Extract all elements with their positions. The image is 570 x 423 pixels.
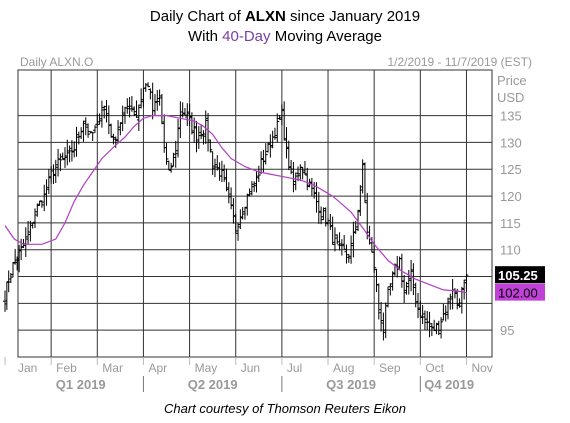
ohlc-bars [3, 82, 469, 341]
title-suffix: since January 2019 [285, 8, 421, 25]
month-label: Aug [333, 361, 354, 375]
subtitle-prefix: With [188, 28, 223, 45]
subtitle-suffix: Moving Average [270, 28, 382, 45]
chart-title-line2: With 40-Day Moving Average [0, 28, 570, 45]
quarter-label: Q2 2019 [188, 377, 238, 392]
date-range-label: 1/2/2019 - 11/7/2019 (EST) [387, 55, 532, 69]
chart-grid [4, 69, 493, 392]
month-label: Mar [102, 361, 123, 375]
symbol-label: Daily ALXN.O [20, 55, 93, 69]
title-prefix: Daily Chart of [149, 8, 245, 25]
quarter-label: Q3 2019 [326, 377, 376, 392]
plot-frame [17, 69, 493, 358]
y-tick-label: 95 [500, 323, 514, 338]
y-tick-label: 120 [500, 189, 522, 204]
y-tick-label: 115 [500, 216, 521, 231]
last-price-badge [495, 266, 545, 284]
moving-average-layer [4, 114, 467, 294]
ma-value-badge [495, 283, 545, 301]
chart-title-line1: Daily Chart of ALXN since January 2019 [0, 8, 570, 25]
y-tick-label: 130 [500, 135, 522, 150]
ma-value: 102.00 [498, 286, 538, 301]
month-label: Sep [379, 361, 401, 375]
month-label: May [195, 361, 218, 375]
last-price-value: 105.25 [498, 268, 538, 283]
chart-labels: Daily ALXN.O 1/2/2019 - 11/7/2019 (EST) Pr… [18, 55, 545, 392]
y-tick-label: 125 [500, 162, 522, 177]
title-ticker: ALXN [244, 8, 286, 25]
y-tick-label: 110 [500, 243, 521, 258]
y-axis-label: Price [497, 73, 527, 88]
month-label: Jun [241, 361, 260, 375]
quarter-label: Q1 2019 [56, 377, 106, 392]
chart-caption: Chart courtesy of Thomson Reuters Eikon [163, 401, 407, 416]
month-label: Apr [148, 361, 167, 375]
subtitle-ma-label: 40-Day [222, 28, 271, 45]
month-label: Oct [425, 361, 444, 375]
moving-average-line [4, 114, 467, 294]
month-label: Jul [287, 361, 302, 375]
month-label: Jan [18, 361, 37, 375]
quarter-label: Q4 2019 [424, 377, 474, 392]
month-label: Nov [471, 361, 492, 375]
y-axis-label: USD [497, 90, 524, 105]
month-label: Feb [56, 361, 77, 375]
y-tick-label: 135 [500, 109, 522, 124]
